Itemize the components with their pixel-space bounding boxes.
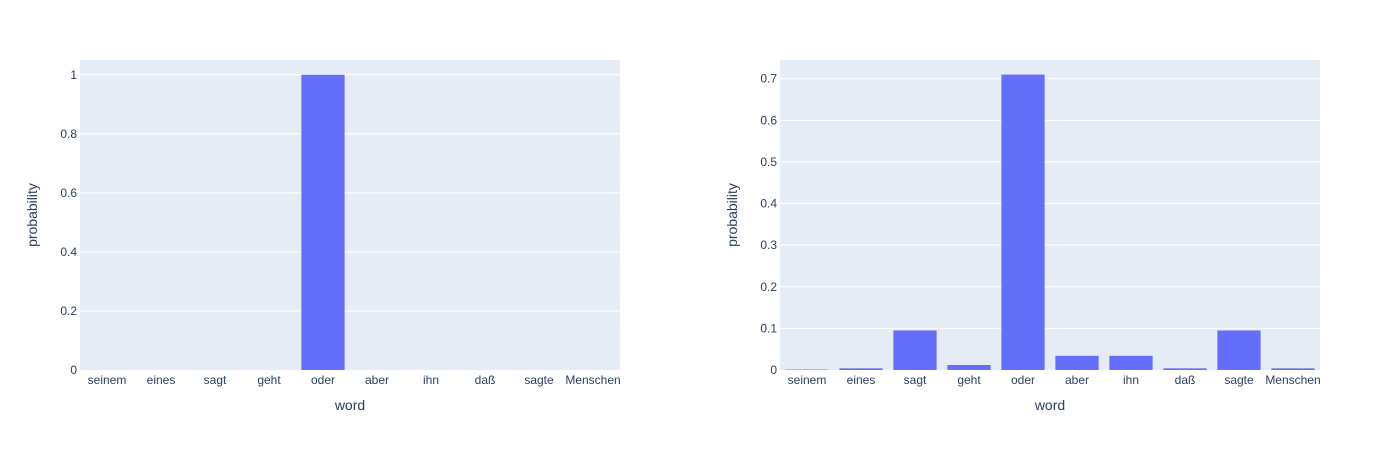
y-tick-label: 1: [70, 68, 77, 82]
y-tick-label: 0.4: [760, 197, 777, 211]
y-tick-label: 0.5: [760, 155, 777, 169]
x-tick-label: Menschen: [565, 373, 620, 387]
x-axis-title: word: [334, 397, 365, 413]
y-tick-label: 0.6: [60, 186, 77, 200]
bar-sagt[interactable]: [893, 330, 937, 370]
x-tick-label: sagt: [204, 373, 227, 387]
bar-eines[interactable]: [839, 368, 883, 370]
y-tick-label: 0.2: [60, 304, 77, 318]
x-tick-label: Menschen: [1265, 373, 1320, 387]
x-tick-label: eines: [847, 373, 876, 387]
x-tick-label: geht: [957, 373, 981, 387]
y-tick-label: 0.4: [60, 245, 77, 259]
x-tick-label: sagte: [1224, 373, 1254, 387]
x-tick-label: aber: [1065, 373, 1089, 387]
y-tick-label: 0.6: [760, 113, 777, 127]
bar-ihn[interactable]: [1109, 355, 1153, 370]
x-tick-label: sagt: [904, 373, 927, 387]
y-tick-label: 0.3: [760, 238, 777, 252]
x-tick-label: ihn: [1123, 373, 1139, 387]
y-tick-label: 0.8: [60, 127, 77, 141]
bar-daß[interactable]: [1163, 368, 1207, 370]
bar-menschen[interactable]: [1271, 368, 1315, 370]
plot-area: [80, 60, 620, 370]
bar-sagte[interactable]: [1217, 330, 1261, 370]
x-tick-label: aber: [365, 373, 389, 387]
y-tick-label: 0: [70, 363, 77, 377]
bar-oder[interactable]: [1001, 74, 1045, 371]
y-tick-label: 0.1: [760, 321, 777, 335]
right-bar-chart: 0 0.1 0.2 0.3 0.4 0.5 0.6 0.7 seinem eines sagt geh…: [724, 60, 1321, 413]
x-tick-label: sagte: [524, 373, 554, 387]
x-tick-label: seinem: [88, 373, 127, 387]
plot-area: [780, 60, 1320, 370]
x-tick-label: ihn: [423, 373, 439, 387]
y-axis-title: probability: [24, 183, 40, 247]
y-tick-label: 0.2: [760, 280, 777, 294]
left-bar-chart: 0 0.2 0.4 0.6 0.8 1 seinem eines sagt geht oder abe…: [24, 60, 621, 413]
y-tick-label: 0.7: [760, 72, 777, 86]
x-axis-title: word: [1034, 397, 1065, 413]
bar-geht[interactable]: [947, 365, 991, 370]
x-tick-label: daß: [1175, 373, 1196, 387]
x-tick-label: eines: [147, 373, 176, 387]
x-tick-label: geht: [257, 373, 281, 387]
x-tick-label: oder: [311, 373, 335, 387]
bar-aber[interactable]: [1055, 355, 1099, 370]
x-tick-label: oder: [1011, 373, 1035, 387]
x-tick-label: seinem: [788, 373, 827, 387]
y-axis-title: probability: [724, 183, 740, 247]
bar-oder[interactable]: [301, 74, 345, 370]
x-tick-label: daß: [475, 373, 496, 387]
y-tick-label: 0: [770, 363, 777, 377]
